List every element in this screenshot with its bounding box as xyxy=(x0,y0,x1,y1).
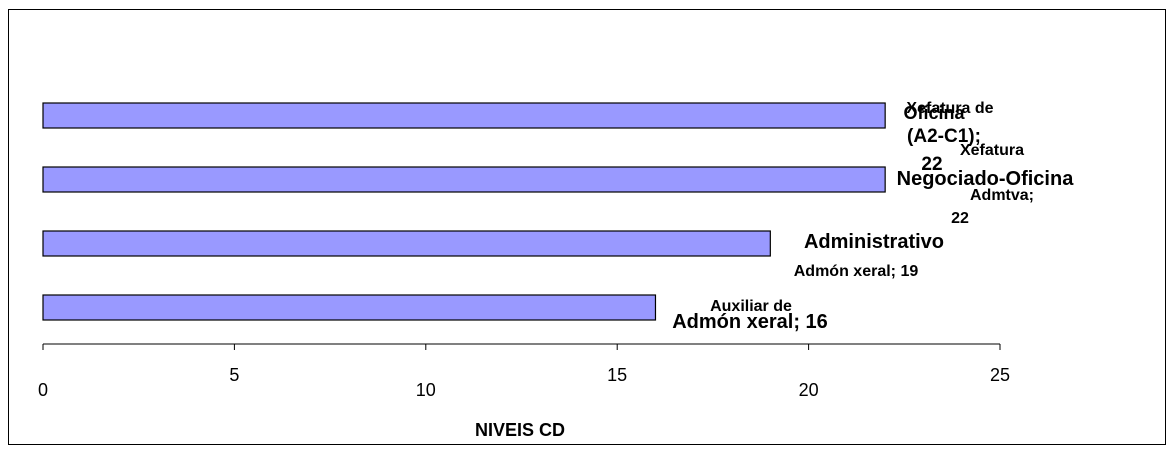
bar xyxy=(42,102,886,129)
chart-frame xyxy=(8,9,1166,445)
x-axis-title: NIVEIS CD xyxy=(475,420,565,440)
data-label: Auxiliar de Admón xeral; 16 xyxy=(672,298,828,333)
bar xyxy=(42,230,771,257)
data-label: Xefatura deOficina (A2-C1); 22 xyxy=(903,100,993,175)
x-tick-label: 15 xyxy=(607,365,627,385)
x-tick-label: 20 xyxy=(799,380,819,400)
data-label: Xefatura Negociado-Oficina Admtva; 22 xyxy=(897,142,1075,227)
bar xyxy=(42,166,886,193)
bar xyxy=(42,294,657,321)
x-tick-label: 0 xyxy=(38,380,48,400)
x-tick-label: 25 xyxy=(990,365,1010,385)
data-label: Administrativo Admón xeral; 19 xyxy=(794,231,944,280)
x-tick-label: 5 xyxy=(229,365,239,385)
x-tick-label: 10 xyxy=(416,380,436,400)
